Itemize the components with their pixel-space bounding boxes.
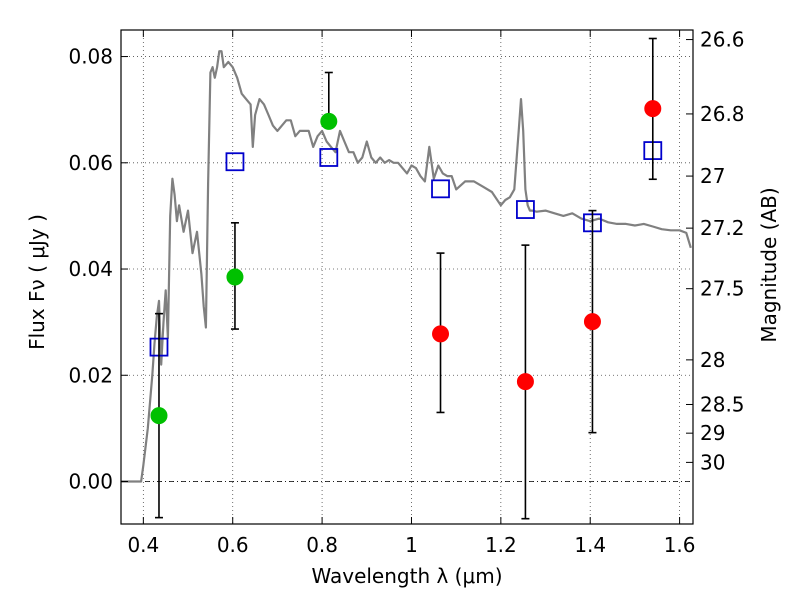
y-tick-label: 0.06 <box>68 151 113 175</box>
model-photometry-point <box>225 152 245 172</box>
y2-tick-label: 26.6 <box>700 28 745 52</box>
y2-tick-label: 28 <box>700 348 725 372</box>
y2-tick-label: 27 <box>700 164 725 188</box>
x-axis-label: Wavelength λ (μm) <box>311 564 502 588</box>
y-axis-label: Flux Fν ( μJy ) <box>25 214 49 350</box>
data-point <box>320 112 338 130</box>
tick-layer: 0.4 0.6 0.8 1 1.2 1.4 1.6 0.00 0.02 0.04 0.06 0.08 2… <box>68 28 744 557</box>
y2-tick-label: 29 <box>700 421 725 445</box>
x-tick-label: 0.8 <box>306 533 338 557</box>
y-tick-label: 0.02 <box>68 363 113 387</box>
data-point <box>644 100 662 118</box>
x-tick-label: 0.6 <box>217 533 249 557</box>
y-tick-label: 0.08 <box>68 45 113 69</box>
x-tick-label: 1.6 <box>664 533 696 557</box>
plot-frame <box>120 29 694 525</box>
x-tick-label: 1 <box>405 533 418 557</box>
x-tick-label: 1.4 <box>574 533 606 557</box>
data-point <box>583 313 601 331</box>
model-photometry-point <box>319 148 339 167</box>
data-point <box>150 407 168 425</box>
x-tick-label: 1.2 <box>485 533 517 557</box>
model-photometry-point <box>431 179 450 199</box>
y2-tick-label: 30 <box>700 450 725 474</box>
y-tick-label: 0.04 <box>68 257 113 281</box>
data-point <box>516 373 534 391</box>
y2-tick-label: 27.2 <box>700 216 745 240</box>
series-observed-nir <box>432 37 662 520</box>
series-layer <box>121 37 692 520</box>
model-photometry-point <box>516 200 535 219</box>
series-sed-model <box>121 50 692 483</box>
x-tick-label: 0.4 <box>127 533 159 557</box>
y2-tick-label: 26.8 <box>700 102 745 126</box>
sed-model-curve <box>121 50 692 483</box>
y-tick-label: 0.00 <box>68 470 113 494</box>
series-observed-optical <box>150 71 338 519</box>
y2-axis-label: Magnitude (AB) <box>757 187 781 342</box>
data-point <box>432 325 450 343</box>
y2-tick-label: 27.5 <box>700 277 745 301</box>
y2-tick-label: 28.5 <box>700 392 745 416</box>
data-point <box>226 268 244 286</box>
